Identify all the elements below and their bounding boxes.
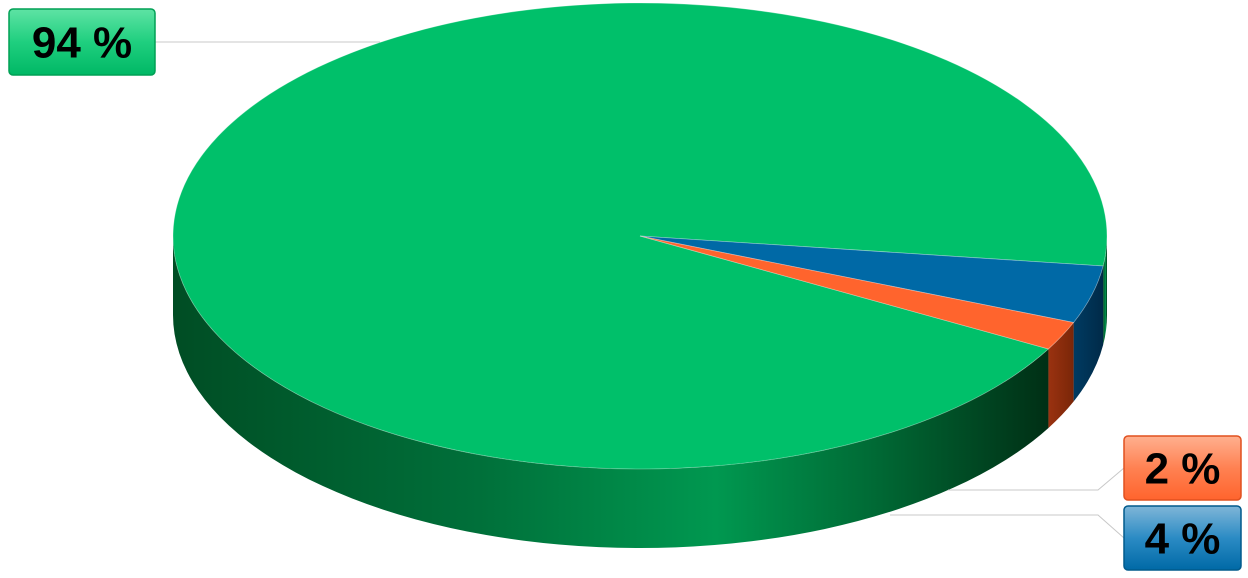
pie-data-labels: 94 % 2 % 4 %	[8, 8, 1242, 571]
pie-side-green	[1103, 236, 1107, 346]
data-label-box-green	[8, 8, 156, 76]
data-label-box-orange	[1123, 435, 1242, 501]
data-label-orange: 2 %	[1145, 445, 1221, 494]
leader-line-orange	[948, 467, 1125, 491]
data-label-box-blue	[1123, 505, 1242, 571]
pie-side-orange	[1048, 322, 1074, 428]
pie-side-blue	[1073, 266, 1104, 402]
pie-slice-green	[172, 2, 1108, 470]
pie-slice-blue	[639, 235, 1104, 323]
pie-tops	[172, 2, 1108, 470]
pie-side-green	[173, 236, 1049, 548]
pie-sides	[173, 236, 1107, 548]
data-label-blue: 4 %	[1145, 515, 1221, 564]
leader-line-blue	[890, 514, 1125, 539]
pie-slice-orange	[639, 235, 1075, 350]
data-label-green: 94 %	[32, 19, 132, 68]
